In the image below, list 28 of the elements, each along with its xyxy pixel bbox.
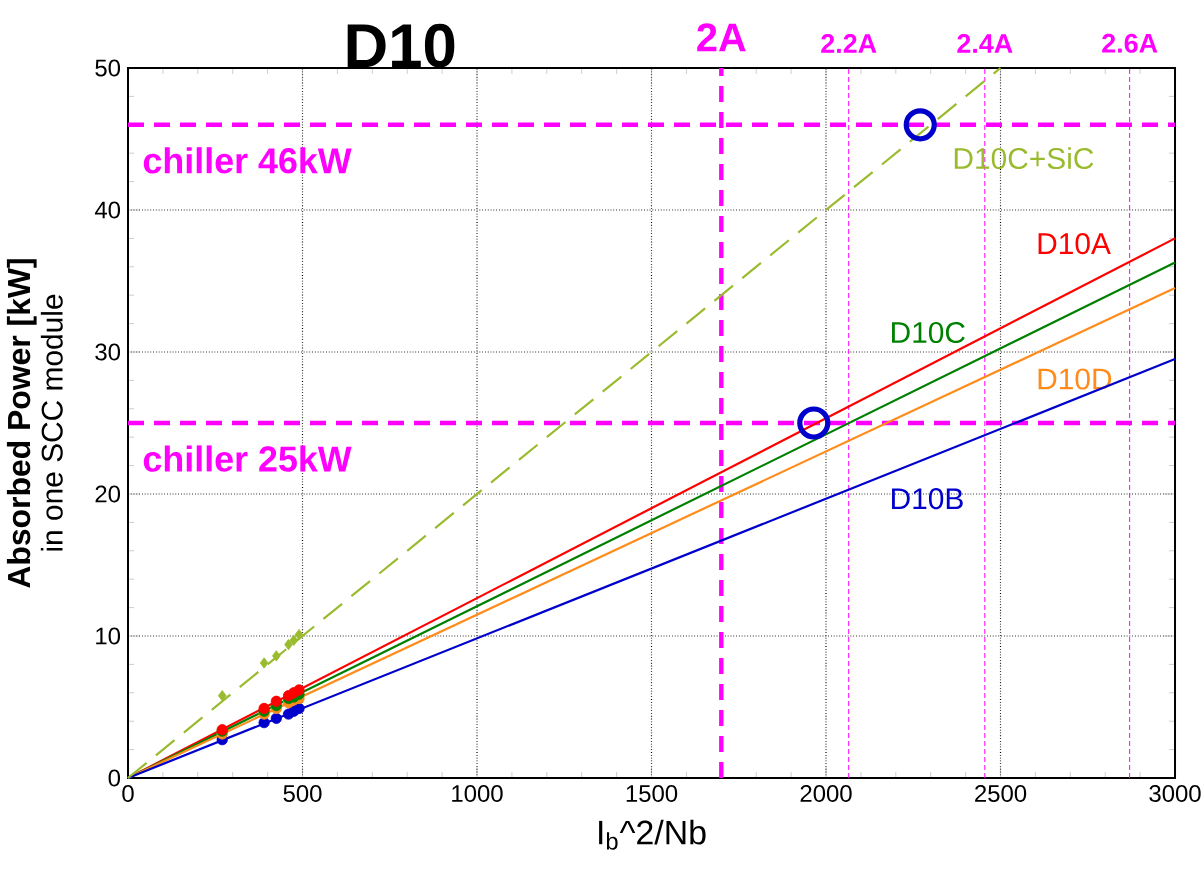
- series-label: D10D: [1038, 368, 1112, 390]
- y-axis-title: Absorbed Power [kW]: [6, 259, 37, 588]
- ref-line-label: chiller 46kW: [143, 147, 352, 174]
- series-label: D10C: [892, 321, 965, 344]
- chart-title: D10: [347, 23, 455, 68]
- x-tick-label: 1500: [626, 785, 678, 802]
- x-tick-label: 2000: [800, 785, 852, 802]
- x-tick-label: 2500: [975, 785, 1027, 802]
- series-label: D10B: [892, 488, 963, 510]
- y-tick-label: 20: [95, 485, 121, 503]
- series-label: D10C+SiC: [954, 147, 1094, 170]
- y-tick-label: 30: [95, 343, 121, 361]
- series-label: D10A: [1038, 233, 1111, 255]
- y-tick-label: 50: [95, 59, 121, 77]
- x-tick-label: 1000: [452, 785, 503, 802]
- x-tick-label: 500: [283, 785, 322, 802]
- text: in one SCC module: [40, 294, 63, 551]
- ref-line-label: 2.6A: [1102, 33, 1158, 53]
- x-axis-title: I$_{b}$^2/Nb: [599, 819, 706, 850]
- ref-line-label: 2.2A: [821, 34, 877, 53]
- y-tick-label: 10: [96, 627, 121, 645]
- ref-line-label: chiller 25kW: [143, 445, 352, 472]
- y-tick-label: 40: [94, 201, 121, 219]
- x-tick-label: 0: [122, 785, 134, 802]
- ref-line-label: 2A: [697, 23, 746, 52]
- ref-line-label: 2.4A: [957, 34, 1013, 53]
- x-tick-label: 3000: [1149, 785, 1201, 802]
- y-tick-label: 0: [108, 769, 121, 787]
